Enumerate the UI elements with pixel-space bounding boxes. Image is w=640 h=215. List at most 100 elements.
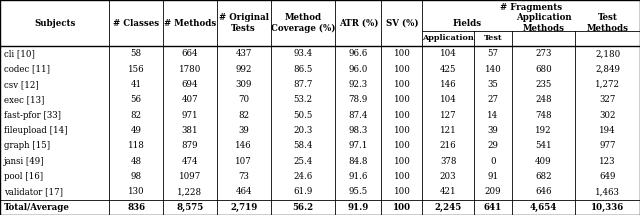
Text: 91: 91 [487, 172, 499, 181]
Text: 97.1: 97.1 [349, 141, 368, 150]
Text: 104: 104 [440, 49, 456, 58]
Text: 100: 100 [394, 95, 410, 104]
Text: 1,228: 1,228 [177, 187, 202, 197]
Text: # Original
Tests: # Original Tests [219, 13, 269, 33]
Text: 378: 378 [440, 157, 456, 166]
Text: 82: 82 [238, 111, 249, 120]
Text: 309: 309 [236, 80, 252, 89]
Text: 1,463: 1,463 [595, 187, 620, 197]
Text: 98.3: 98.3 [349, 126, 368, 135]
Text: 641: 641 [484, 203, 502, 212]
Text: 425: 425 [440, 64, 456, 74]
Text: 61.9: 61.9 [293, 187, 313, 197]
Text: 53.2: 53.2 [293, 95, 312, 104]
Text: fast-pfor [33]: fast-pfor [33] [4, 111, 61, 120]
Text: 407: 407 [182, 95, 198, 104]
Text: 100: 100 [394, 172, 410, 181]
Text: 977: 977 [599, 141, 616, 150]
Text: 192: 192 [535, 126, 552, 135]
Text: 93.4: 93.4 [293, 49, 312, 58]
Text: 0: 0 [490, 157, 495, 166]
Text: 118: 118 [127, 141, 145, 150]
Text: 409: 409 [535, 157, 552, 166]
Text: 464: 464 [236, 187, 252, 197]
Text: 56.2: 56.2 [292, 203, 314, 212]
Text: 474: 474 [182, 157, 198, 166]
Text: 29: 29 [487, 141, 499, 150]
Text: 95.5: 95.5 [349, 187, 368, 197]
Text: 100: 100 [394, 80, 410, 89]
Text: 14: 14 [487, 111, 499, 120]
Text: # Fragments: # Fragments [500, 3, 563, 12]
Text: 2,245: 2,245 [435, 203, 462, 212]
Text: 146: 146 [236, 141, 252, 150]
Text: 664: 664 [182, 49, 198, 58]
Text: pool [16]: pool [16] [4, 172, 43, 181]
Text: 48: 48 [131, 157, 141, 166]
Text: 130: 130 [128, 187, 145, 197]
Text: 992: 992 [236, 64, 252, 74]
Text: 2,180: 2,180 [595, 49, 620, 58]
Text: 91.9: 91.9 [348, 203, 369, 212]
Text: 1,272: 1,272 [595, 80, 620, 89]
Text: 39: 39 [488, 126, 499, 135]
Text: 235: 235 [535, 80, 552, 89]
Text: 273: 273 [535, 49, 552, 58]
Text: 58.4: 58.4 [293, 141, 313, 150]
Text: 100: 100 [394, 49, 410, 58]
Text: 121: 121 [440, 126, 456, 135]
Text: 100: 100 [394, 126, 410, 135]
Text: 8,575: 8,575 [176, 203, 204, 212]
Text: 49: 49 [131, 126, 141, 135]
Text: 96.6: 96.6 [349, 49, 368, 58]
Text: 1097: 1097 [179, 172, 201, 181]
Text: 694: 694 [182, 80, 198, 89]
Text: Application
Methods: Application Methods [516, 13, 572, 33]
Text: 100: 100 [394, 187, 410, 197]
Text: 156: 156 [128, 64, 145, 74]
Text: 91.6: 91.6 [349, 172, 368, 181]
Text: Test: Test [484, 34, 502, 42]
Text: 27: 27 [487, 95, 499, 104]
Text: Application: Application [422, 34, 474, 42]
Text: csv [12]: csv [12] [4, 80, 38, 89]
Text: 302: 302 [599, 111, 616, 120]
Text: 327: 327 [600, 95, 616, 104]
Text: 107: 107 [236, 157, 252, 166]
Text: 98: 98 [131, 172, 141, 181]
Text: 682: 682 [535, 172, 552, 181]
Text: fileupload [14]: fileupload [14] [4, 126, 67, 135]
Text: 104: 104 [440, 95, 456, 104]
Text: codec [11]: codec [11] [4, 64, 50, 74]
Text: 140: 140 [484, 64, 501, 74]
Text: 56: 56 [131, 95, 141, 104]
Text: 437: 437 [236, 49, 252, 58]
Text: 248: 248 [535, 95, 552, 104]
Text: graph [15]: graph [15] [4, 141, 50, 150]
Text: SV (%): SV (%) [385, 18, 418, 28]
Text: 646: 646 [535, 187, 552, 197]
Text: 203: 203 [440, 172, 456, 181]
Text: cli [10]: cli [10] [4, 49, 35, 58]
Text: 70: 70 [238, 95, 249, 104]
Text: 209: 209 [484, 187, 501, 197]
Text: Fields: Fields [452, 18, 482, 28]
Text: 87.4: 87.4 [349, 111, 368, 120]
Text: # Classes: # Classes [113, 18, 159, 28]
Text: 100: 100 [394, 157, 410, 166]
Text: Subjects: Subjects [34, 18, 76, 28]
Text: # Methods: # Methods [164, 18, 216, 28]
Text: 879: 879 [182, 141, 198, 150]
Text: 421: 421 [440, 187, 456, 197]
Text: 541: 541 [535, 141, 552, 150]
Text: Test
Methods: Test Methods [587, 13, 628, 33]
Text: 2,719: 2,719 [230, 203, 257, 212]
Text: 381: 381 [182, 126, 198, 135]
Text: 24.6: 24.6 [293, 172, 312, 181]
Text: 971: 971 [182, 111, 198, 120]
Text: ATR (%): ATR (%) [339, 18, 378, 28]
Text: 92.3: 92.3 [349, 80, 368, 89]
Text: Total/Average: Total/Average [4, 203, 70, 212]
Text: 84.8: 84.8 [349, 157, 368, 166]
Text: 748: 748 [535, 111, 552, 120]
